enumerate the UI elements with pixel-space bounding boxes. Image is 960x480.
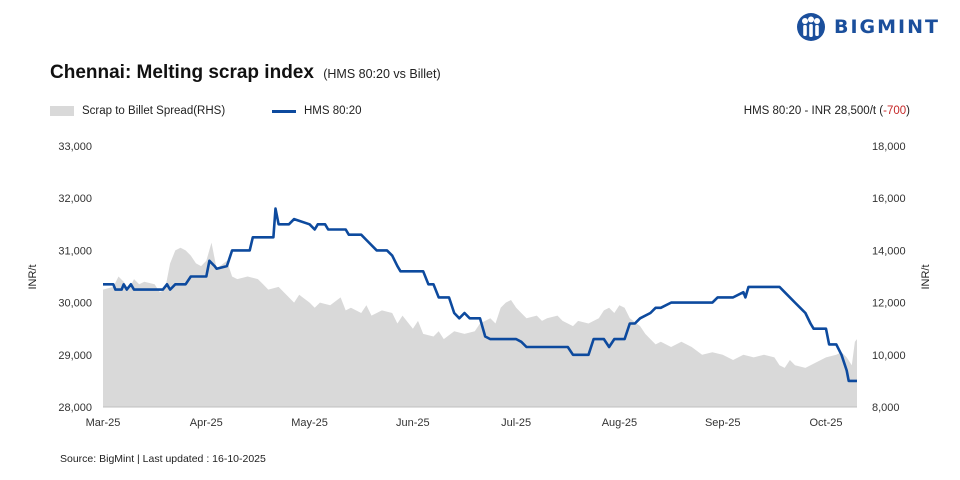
y-left-tick-label: 29,000 — [58, 350, 92, 362]
x-ticks: Mar-25 Apr-25 May-25 Jun-25 Jul-25 Aug-25 Sep-… — [86, 417, 843, 429]
y-left-tick-label: 31,000 — [58, 245, 92, 257]
x-tick-label: Apr-25 — [190, 417, 223, 429]
y-right-ticks: 8,000 10,000 12,000 14,000 16,000 18,000 — [872, 141, 906, 414]
legend-swatch-line — [272, 109, 296, 113]
chart-title-text: Chennai: Melting scrap index — [50, 62, 314, 83]
y-right-tick-label: 14,000 — [872, 245, 906, 257]
y-left-tick-label: 30,000 — [58, 298, 92, 310]
y-right-tick-label: 12,000 — [872, 298, 906, 310]
chart-subtitle: (HMS 80:20 vs Billet) — [323, 67, 441, 81]
bigmint-logo-icon — [797, 13, 825, 41]
price-note-prefix: HMS 80:20 - INR 28,500/t ( — [743, 105, 884, 117]
y-right-tick-label: 10,000 — [872, 350, 906, 362]
legend-item-hms: HMS 80:20 — [272, 105, 362, 117]
chart-title: Chennai: Melting scrap index (HMS 80:20 … — [50, 62, 441, 84]
price-note-suffix: ) — [906, 105, 910, 117]
y-left-tick-label: 33,000 — [58, 141, 92, 153]
y-left-tick-label: 28,000 — [58, 402, 92, 414]
y-right-tick-label: 18,000 — [872, 141, 906, 153]
y-right-label: INR/t — [920, 264, 932, 289]
source-note: Source: BigMint | Last updated : 16-10-2… — [60, 453, 266, 465]
x-tick-label: Mar-25 — [86, 417, 121, 429]
hms-line — [103, 207, 857, 383]
x-tick-label: Aug-25 — [602, 417, 637, 429]
x-tick-label: May-25 — [291, 417, 328, 429]
spread-area-layer — [103, 242, 857, 407]
x-tick-label: Oct-25 — [810, 417, 843, 429]
hms-line-layer — [103, 207, 857, 383]
y-left-label: INR/t — [27, 264, 39, 289]
price-change: -700 — [883, 105, 907, 117]
y-right-tick-label: 16,000 — [872, 193, 906, 205]
x-tick-label: Jun-25 — [396, 417, 430, 429]
legend-swatch-area — [50, 106, 74, 116]
brand-logo: BIGMINT — [796, 12, 940, 42]
legend-label-spread: Scrap to Billet Spread(RHS) — [82, 105, 226, 117]
x-tick-label: Sep-25 — [705, 417, 740, 429]
brand-name: BIGMINT — [834, 16, 940, 38]
y-left-ticks: 28,000 29,000 30,000 31,000 32,000 33,000 — [58, 141, 92, 414]
legend-item-spread: Scrap to Billet Spread(RHS) — [50, 105, 225, 117]
x-tick-label: Jul-25 — [501, 417, 531, 429]
y-left-tick-label: 32,000 — [58, 193, 92, 205]
legend-label-hms: HMS 80:20 — [304, 105, 362, 117]
y-right-tick-label: 8,000 — [872, 402, 900, 414]
spread-area — [103, 242, 857, 407]
price-note: HMS 80:20 - INR 28,500/t (-700) — [744, 105, 910, 117]
